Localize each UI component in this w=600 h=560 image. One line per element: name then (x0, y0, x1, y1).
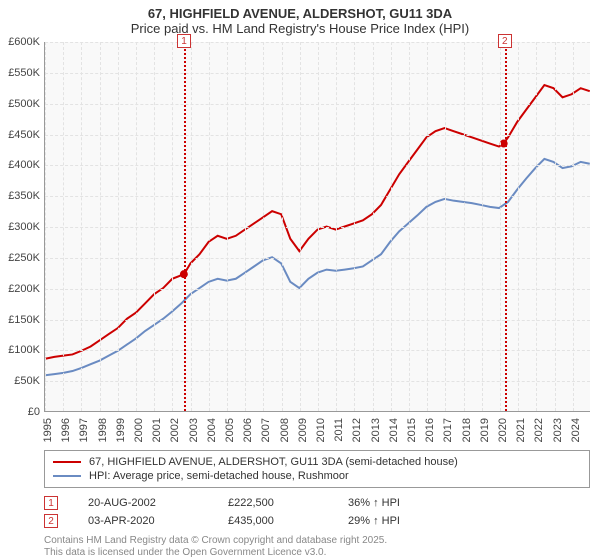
gridline-vertical (282, 42, 283, 411)
legend-box: 67, HIGHFIELD AVENUE, ALDERSHOT, GU11 3D… (44, 450, 590, 488)
gridline-vertical (245, 42, 246, 411)
y-axis-tick-label: £300K (0, 221, 40, 233)
legend-label: HPI: Average price, semi-detached house,… (89, 470, 349, 482)
y-axis-tick-label: £350K (0, 190, 40, 202)
gridline-vertical (518, 42, 519, 411)
y-axis-tick-label: £500K (0, 98, 40, 110)
transaction-vline (184, 42, 186, 411)
gridline-vertical (555, 42, 556, 411)
gridline-vertical (391, 42, 392, 411)
transaction-index-marker: 2 (498, 34, 512, 48)
gridline-vertical (354, 42, 355, 411)
gridline-vertical (445, 42, 446, 411)
gridline-vertical (172, 42, 173, 411)
transaction-row: 1 20-AUG-2002 £222,500 36% ↑ HPI (44, 494, 590, 512)
transaction-vs-hpi: 36% ↑ HPI (348, 497, 400, 509)
gridline-vertical (118, 42, 119, 411)
gridline-vertical (500, 42, 501, 411)
transaction-index-box: 1 (44, 496, 58, 510)
gridline-vertical (227, 42, 228, 411)
transaction-index-box: 2 (44, 514, 58, 528)
legend-label: 67, HIGHFIELD AVENUE, ALDERSHOT, GU11 3D… (89, 456, 458, 468)
transaction-price: £222,500 (228, 497, 318, 509)
legend-row: 67, HIGHFIELD AVENUE, ALDERSHOT, GU11 3D… (53, 455, 581, 469)
transaction-date: 03-APR-2020 (88, 515, 198, 527)
transaction-table: 1 20-AUG-2002 £222,500 36% ↑ HPI 2 03-APR-202… (44, 494, 590, 530)
footer-attribution: Contains HM Land Registry data © Crown c… (44, 535, 387, 558)
y-axis-tick-label: £200K (0, 283, 40, 295)
y-axis-tick-label: £450K (0, 129, 40, 141)
y-axis-tick-label: £400K (0, 159, 40, 171)
transaction-row: 2 03-APR-2020 £435,000 29% ↑ HPI (44, 512, 590, 530)
gridline-vertical (482, 42, 483, 411)
gridline-vertical (63, 42, 64, 411)
gridline-vertical (136, 42, 137, 411)
footer-line-1: Contains HM Land Registry data © Crown c… (44, 535, 387, 547)
transaction-date: 20-AUG-2002 (88, 497, 198, 509)
gridline-vertical (409, 42, 410, 411)
gridline-vertical (300, 42, 301, 411)
gridline-vertical (336, 42, 337, 411)
legend-swatch-icon (53, 461, 81, 463)
gridline-vertical (100, 42, 101, 411)
transaction-price: £435,000 (228, 515, 318, 527)
y-axis-tick-label: £550K (0, 67, 40, 79)
y-axis-tick-label: £600K (0, 36, 40, 48)
gridline-vertical (427, 42, 428, 411)
legend-swatch-icon (53, 475, 81, 477)
gridline-vertical (263, 42, 264, 411)
gridline-vertical (318, 42, 319, 411)
transaction-vs-hpi: 29% ↑ HPI (348, 515, 400, 527)
x-axis-tick-label: 2024 (570, 418, 600, 442)
y-axis-tick-label: £0 (0, 406, 40, 418)
legend-row: HPI: Average price, semi-detached house,… (53, 469, 581, 483)
y-axis-tick-label: £150K (0, 314, 40, 326)
y-axis-tick-label: £50K (0, 375, 40, 387)
gridline-vertical (191, 42, 192, 411)
gridline-vertical (464, 42, 465, 411)
y-axis-tick-label: £250K (0, 252, 40, 264)
y-axis-tick-label: £100K (0, 344, 40, 356)
gridline-vertical (536, 42, 537, 411)
transaction-index-marker: 1 (177, 34, 191, 48)
transaction-vline (505, 42, 507, 411)
chart-plot-area: 12 (44, 42, 590, 412)
gridline-vertical (209, 42, 210, 411)
chart-title: 67, HIGHFIELD AVENUE, ALDERSHOT, GU11 3D… (0, 6, 600, 21)
gridline-vertical (154, 42, 155, 411)
legend-block: 67, HIGHFIELD AVENUE, ALDERSHOT, GU11 3D… (44, 450, 590, 530)
gridline-vertical (81, 42, 82, 411)
gridline-vertical (573, 42, 574, 411)
footer-line-2: This data is licensed under the Open Gov… (44, 547, 387, 559)
gridline-vertical (45, 42, 46, 411)
gridline-vertical (373, 42, 374, 411)
